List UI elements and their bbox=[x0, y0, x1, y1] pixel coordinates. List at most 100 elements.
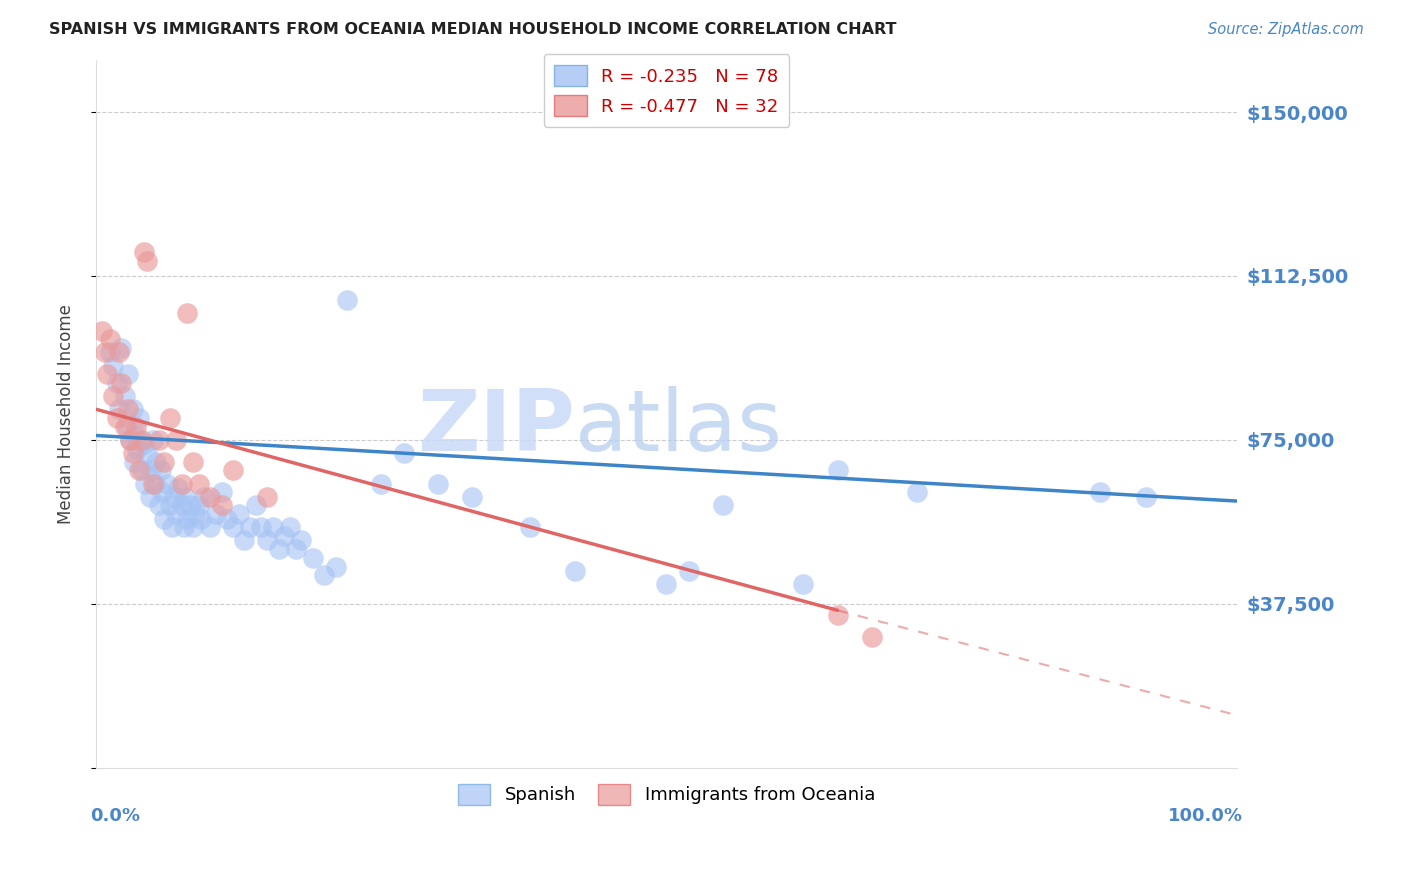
Point bbox=[136, 446, 159, 460]
Point bbox=[564, 564, 586, 578]
Point bbox=[150, 463, 173, 477]
Point bbox=[122, 455, 145, 469]
Point bbox=[184, 507, 207, 521]
Point bbox=[94, 345, 117, 359]
Point bbox=[132, 244, 155, 259]
Point bbox=[114, 419, 136, 434]
Point bbox=[120, 433, 142, 447]
Point bbox=[905, 485, 928, 500]
Point bbox=[181, 455, 204, 469]
Point bbox=[198, 520, 221, 534]
Point bbox=[121, 402, 143, 417]
Point bbox=[162, 490, 184, 504]
Point bbox=[167, 481, 190, 495]
Point bbox=[174, 490, 197, 504]
Point bbox=[173, 520, 195, 534]
Point bbox=[101, 389, 124, 403]
Y-axis label: Median Household Income: Median Household Income bbox=[58, 303, 75, 524]
Legend: Spanish, Immigrants from Oceania: Spanish, Immigrants from Oceania bbox=[450, 776, 882, 812]
Point bbox=[222, 463, 245, 477]
Point bbox=[108, 345, 131, 359]
Point bbox=[139, 463, 162, 477]
Point bbox=[120, 433, 142, 447]
Point bbox=[125, 442, 148, 456]
Point bbox=[142, 433, 165, 447]
Point bbox=[827, 463, 849, 477]
Point bbox=[165, 507, 187, 521]
Point bbox=[325, 559, 347, 574]
Point bbox=[301, 550, 323, 565]
Point bbox=[170, 476, 193, 491]
Point bbox=[90, 324, 112, 338]
Text: Source: ZipAtlas.com: Source: ZipAtlas.com bbox=[1208, 22, 1364, 37]
Point bbox=[125, 428, 148, 442]
Point bbox=[150, 485, 173, 500]
Point bbox=[290, 533, 312, 548]
Point bbox=[190, 511, 212, 525]
Point bbox=[250, 520, 273, 534]
Point bbox=[148, 433, 170, 447]
Point bbox=[96, 368, 118, 382]
Point bbox=[222, 520, 245, 534]
Point bbox=[153, 511, 176, 525]
Point bbox=[115, 419, 138, 434]
Point bbox=[110, 341, 132, 355]
Text: ZIP: ZIP bbox=[418, 386, 575, 469]
Point bbox=[228, 507, 250, 521]
Point bbox=[131, 463, 153, 477]
Point bbox=[217, 511, 239, 525]
Point bbox=[128, 463, 150, 477]
Point bbox=[153, 455, 176, 469]
Point bbox=[136, 253, 159, 268]
Point bbox=[125, 419, 148, 434]
Point bbox=[148, 499, 170, 513]
Point bbox=[713, 499, 735, 513]
Point bbox=[162, 520, 184, 534]
Point bbox=[134, 476, 156, 491]
Point bbox=[187, 476, 209, 491]
Point bbox=[198, 490, 221, 504]
Point bbox=[176, 306, 198, 320]
Point bbox=[262, 520, 284, 534]
Point bbox=[860, 630, 883, 644]
Point bbox=[98, 332, 121, 346]
Point bbox=[101, 359, 124, 373]
Point bbox=[256, 490, 278, 504]
Point bbox=[170, 499, 193, 513]
Point bbox=[114, 389, 136, 403]
Point bbox=[156, 476, 179, 491]
Point bbox=[98, 345, 121, 359]
Point bbox=[165, 433, 187, 447]
Point bbox=[131, 433, 153, 447]
Point bbox=[427, 476, 450, 491]
Point bbox=[827, 607, 849, 622]
Point bbox=[461, 490, 484, 504]
Point bbox=[792, 577, 814, 591]
Point bbox=[233, 533, 256, 548]
Point bbox=[1088, 485, 1111, 500]
Point bbox=[179, 499, 201, 513]
Point bbox=[655, 577, 678, 591]
Point bbox=[132, 437, 155, 451]
Point bbox=[117, 402, 139, 417]
Point bbox=[678, 564, 700, 578]
Text: 0.0%: 0.0% bbox=[90, 806, 141, 824]
Point bbox=[117, 368, 139, 382]
Point bbox=[273, 529, 295, 543]
Point bbox=[336, 293, 359, 307]
Point bbox=[121, 446, 143, 460]
Point bbox=[278, 520, 301, 534]
Point bbox=[128, 411, 150, 425]
Point bbox=[105, 376, 128, 390]
Point bbox=[392, 446, 415, 460]
Point bbox=[181, 520, 204, 534]
Point bbox=[204, 507, 226, 521]
Point bbox=[176, 511, 198, 525]
Point bbox=[211, 485, 233, 500]
Point bbox=[145, 455, 167, 469]
Point bbox=[105, 411, 128, 425]
Point bbox=[159, 411, 181, 425]
Point bbox=[138, 490, 160, 504]
Point bbox=[256, 533, 278, 548]
Text: 100.0%: 100.0% bbox=[1167, 806, 1243, 824]
